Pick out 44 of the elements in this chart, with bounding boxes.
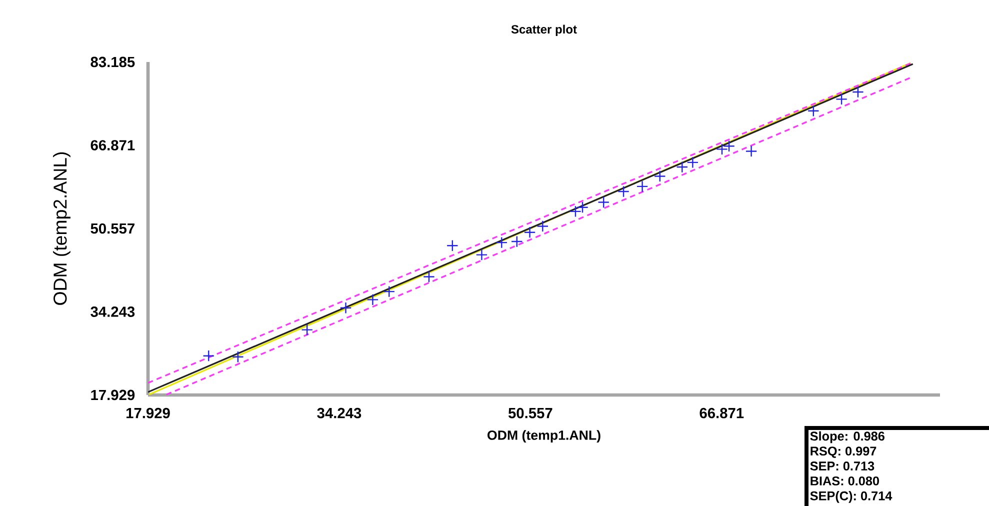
text: SEP(C): 0.714 (810, 491, 892, 503)
point (598, 196, 610, 208)
x-tick-label: 17.929 (126, 408, 170, 418)
point (676, 161, 688, 173)
point (383, 286, 396, 298)
point (570, 206, 582, 218)
y-tick-label: 83.185 (90, 56, 135, 68)
point (340, 302, 352, 314)
x-tick-label: 66.871 (700, 408, 744, 418)
x-axis-title: ODM (temp1.ANL) (488, 430, 600, 443)
text: Slope: 0.986 (810, 431, 884, 444)
y-tick-label: 66.871 (90, 140, 135, 150)
point (423, 270, 435, 283)
point (446, 240, 458, 252)
text: SEP: 0.713 (810, 462, 874, 471)
point (476, 248, 488, 261)
y-tick-label: 17.929 (91, 390, 135, 400)
point (686, 156, 699, 168)
chart-title: Scatter plot (511, 24, 577, 36)
y-tick-label: 34.243 (90, 306, 135, 317)
text: RSQ: 0.997 (810, 446, 876, 458)
y-tick-label: 50.557 (90, 223, 134, 234)
point (723, 140, 735, 152)
x-tick-label: 34.243 (317, 408, 362, 418)
point (836, 93, 848, 106)
point (202, 350, 215, 362)
point (654, 170, 666, 182)
point (852, 86, 864, 98)
point (232, 350, 244, 363)
point (576, 201, 588, 214)
point (524, 226, 536, 238)
point (510, 236, 523, 248)
point (618, 186, 630, 198)
y-axis-title: ODM (temp2.ANL) (53, 152, 70, 305)
point (366, 294, 379, 306)
x-tick-label: 50.557 (508, 408, 552, 418)
text: BIAS: 0.080 (810, 476, 879, 486)
point (496, 236, 508, 248)
point (745, 145, 758, 158)
point (807, 104, 820, 117)
point (536, 220, 549, 232)
point (716, 143, 728, 156)
point (301, 324, 314, 336)
point (636, 180, 648, 192)
